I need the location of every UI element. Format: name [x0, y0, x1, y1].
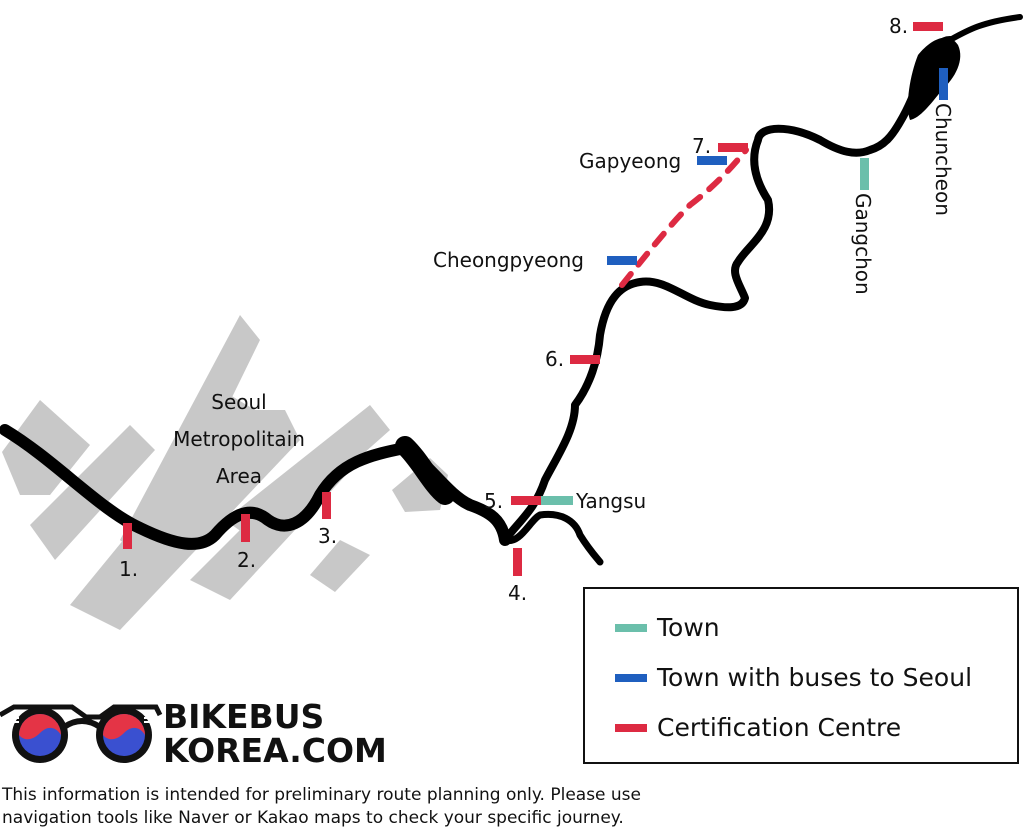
brand-wordmark: BIKEBUS KOREA.COM: [163, 700, 387, 768]
marker-4: [513, 548, 522, 576]
marker-gangchon: [860, 158, 869, 190]
marker-gapyeong: [697, 156, 727, 165]
bikebus-logo: [0, 704, 163, 763]
region-label-line-2: Metropolitain: [173, 427, 305, 451]
brand-line-2: KOREA.COM: [163, 731, 387, 770]
label-3: 3.: [318, 524, 337, 548]
label-7: 7.: [692, 134, 711, 158]
legend-item-certification: Certification Centre: [615, 713, 901, 742]
region-label-line-1: Seoul: [211, 390, 266, 414]
label-6: 6.: [545, 347, 564, 371]
route-south-arm: [501, 510, 604, 566]
marker-yangsu: [541, 496, 573, 505]
marker-chuncheon: [939, 68, 948, 100]
region-label: Seoul Metropolitain Area: [173, 390, 305, 488]
marker-1: [123, 523, 132, 549]
map-legend: Town Town with buses to Seoul Certificat…: [583, 587, 1019, 764]
marker-cheongpyeong: [607, 256, 637, 265]
route-markers: [123, 22, 948, 576]
marker-labels: 1. 2. 3. 4. 5. Yangsu 6. Cheongpyeong Ga…: [119, 14, 955, 605]
legend-swatch-certification: [615, 723, 647, 732]
disclaimer: This information is intended for prelimi…: [2, 784, 722, 830]
route-north-section: [501, 36, 954, 544]
legend-label-town: Town: [657, 613, 720, 642]
marker-8: [913, 22, 943, 31]
marker-5: [511, 496, 541, 505]
legend-item-town-with-bus: Town with buses to Seoul: [615, 663, 972, 692]
label-2: 2.: [237, 548, 256, 572]
region-label-line-3: Area: [216, 464, 262, 488]
sunglasses-icon: [0, 704, 163, 763]
bike-route: [0, 14, 1023, 566]
label-gangchon: Gangchon: [851, 193, 875, 295]
route-river-bend: [395, 436, 455, 505]
label-5: 5.: [484, 489, 503, 513]
disclaimer-line-1: This information is intended for prelimi…: [2, 785, 642, 805]
brand-line-1: BIKEBUS: [163, 697, 325, 736]
marker-7: [718, 143, 748, 152]
label-gapyeong: Gapyeong: [579, 149, 681, 173]
label-1: 1.: [119, 557, 138, 581]
label-chuncheon: Chuncheon: [931, 103, 955, 216]
label-cheongpyeong: Cheongpyeong: [433, 248, 584, 272]
marker-2: [241, 514, 250, 542]
marker-3: [322, 492, 331, 519]
label-8: 8.: [889, 14, 908, 38]
chuncheon-lake: [907, 37, 961, 120]
legend-label-town-with-bus: Town with buses to Seoul: [657, 663, 973, 692]
label-4: 4.: [508, 581, 527, 605]
legend-item-town: Town: [615, 613, 720, 642]
legend-swatch-town-with-bus: [615, 673, 647, 682]
label-yangsu: Yangsu: [575, 489, 646, 513]
legend-label-certification: Certification Centre: [657, 713, 902, 742]
legend-swatch-town: [615, 623, 647, 632]
dashed-connector: [619, 147, 749, 288]
marker-6: [570, 355, 600, 364]
disclaimer-line-2: navigation tools like Naver or Kakao map…: [2, 808, 624, 828]
route-northeast-arm: [947, 14, 1023, 43]
